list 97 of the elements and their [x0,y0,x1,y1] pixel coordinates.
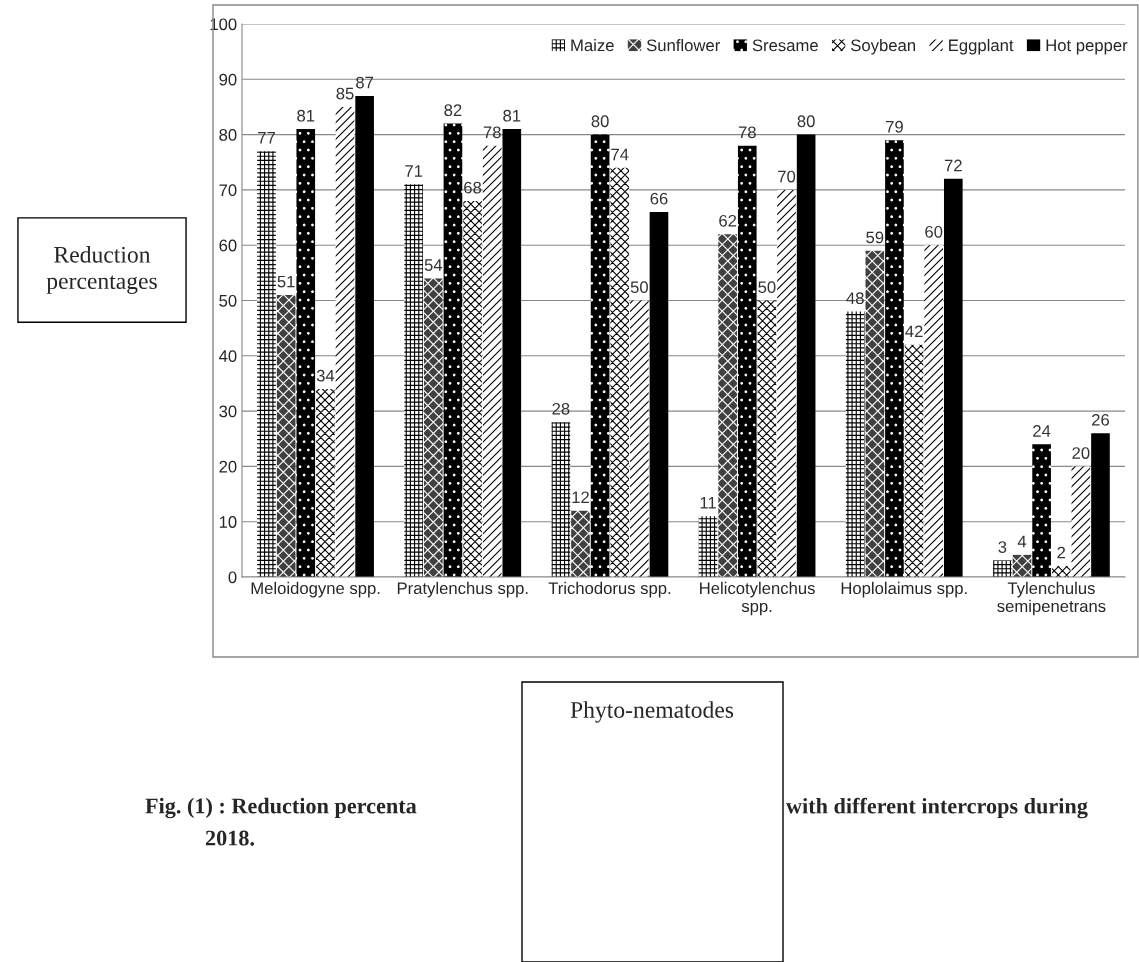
data-label: 81 [297,109,315,122]
bar [276,294,296,577]
bar [1091,433,1110,577]
data-label: 77 [258,132,275,144]
data-label: 70 [778,170,796,183]
y-tick-label: 100 [210,18,237,31]
data-label: 71 [405,165,423,177]
data-label: 79 [886,120,903,133]
bar [924,245,943,577]
x-tick-label: Pratylenchus spp. [397,581,528,598]
bar [943,178,963,577]
data-label: 34 [316,369,335,382]
y-tick-label: 70 [219,184,237,197]
data-label: 87 [356,76,374,89]
text: 2018. [205,830,255,846]
data-label: 74 [611,148,629,161]
data-label: 4 [1017,535,1027,548]
data-label: 42 [905,325,923,338]
bar [404,184,424,577]
bar [355,95,374,577]
bar [865,250,885,577]
data-label: 80 [591,115,609,128]
data-label: 28 [552,402,570,415]
data-label: 20 [1072,447,1090,459]
bar [698,516,718,577]
bar [316,388,335,577]
bar [502,129,522,577]
bar [796,134,816,577]
bar [1071,466,1091,577]
bar [904,344,924,577]
legend-label: Eggplant [949,39,1014,55]
bar [649,212,669,577]
y-tick-label: 80 [219,129,237,141]
data-label: 24 [1033,425,1051,437]
data-label: 2 [1057,546,1066,559]
data-label: 3 [998,541,1007,553]
legend-label: Hot pepper [1046,39,1128,55]
bar [1051,565,1071,577]
data-label: 26 [1092,413,1110,426]
x-tick-label: Hoplolaimus spp. [841,581,967,598]
legend-label: Maize [571,39,614,52]
data-label: 11 [700,497,716,509]
bar [571,510,590,577]
text: with different intercrops during [786,797,1088,819]
bar [718,234,737,577]
legend-label: Sresame [752,39,818,52]
y-axis-title: Reduction percentages [46,246,157,294]
data-label: 82 [444,104,462,117]
bar [610,167,630,577]
bar [424,278,443,577]
bar [757,300,777,577]
data-label: 60 [925,225,943,238]
data-label: 59 [866,231,884,244]
data-label: 12 [572,491,589,504]
y-tick-label: 10 [219,516,237,528]
y-tick-label: 0 [228,571,237,584]
bar [443,123,463,577]
bar [737,145,757,577]
bar [1012,554,1032,577]
data-label: 54 [424,259,443,271]
data-label: 68 [464,181,482,194]
bar [885,140,904,577]
bar [335,106,355,577]
bar [845,311,865,577]
bar [590,134,610,577]
data-label: 85 [336,87,354,100]
x-tick-label: Tylenchulus semipenetrans [997,581,1106,616]
x-tick-label: Helicotylenchus spp. [700,581,815,616]
y-tick-label: 50 [219,294,237,307]
x-tick-label: Trichodorus spp. [548,581,671,598]
bar [993,560,1012,577]
bar [257,151,276,577]
data-label: 62 [719,214,737,227]
data-label: 50 [758,281,776,294]
text: Fig. (1) : Reduction percenta [145,797,417,819]
data-label: 72 [944,159,962,172]
legend-label: Soybean [851,39,915,55]
data-label: 51 [277,275,295,288]
y-tick-label: 20 [219,460,237,473]
y-tick-label: 90 [219,73,237,86]
x-tick-label: Meloidogyne spp. [251,581,380,598]
data-label: 50 [630,281,648,294]
bar [777,189,796,577]
legend-label: Sunflower [646,39,720,52]
data-label: 80 [797,115,815,128]
y-tick-label: 60 [219,239,237,252]
data-label: 81 [503,109,521,122]
bar [630,300,649,577]
y-tick-label: 40 [218,350,237,362]
data-label: 66 [650,192,668,205]
bar [482,145,502,577]
bar [1032,444,1051,577]
bar [296,129,316,577]
bar [463,200,482,577]
bar [551,422,571,577]
x-axis-title: Phyto-nematodes [570,701,734,723]
y-tick-label: 30 [219,405,237,418]
